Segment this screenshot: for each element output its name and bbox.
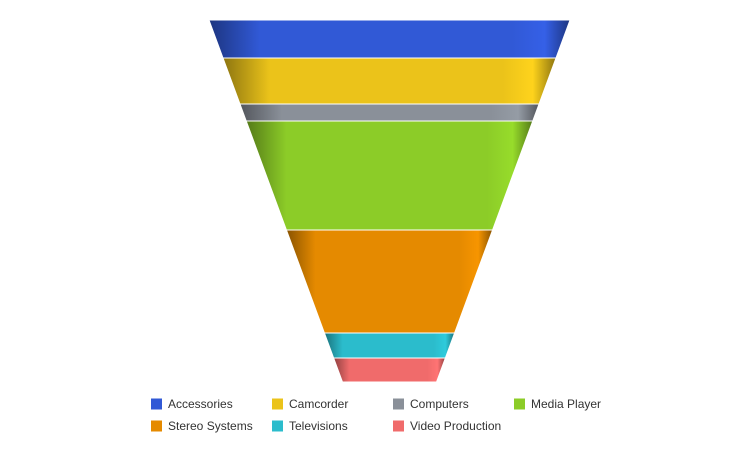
legend-label: Video Production <box>410 419 501 433</box>
funnel-segment <box>208 19 571 59</box>
legend-swatch <box>393 398 404 410</box>
funnel-segment <box>332 357 447 383</box>
funnel-segment <box>285 229 494 334</box>
funnel-segment <box>323 332 456 359</box>
legend-label: Stereo Systems <box>168 419 253 433</box>
legend-label: Televisions <box>289 419 348 433</box>
legend-swatch <box>393 420 404 432</box>
legend-label: Accessories <box>168 397 233 411</box>
legend-label: Media Player <box>531 397 601 411</box>
funnel-segment <box>239 103 540 122</box>
legend-label: Camcorder <box>289 397 348 411</box>
legend-swatch <box>272 420 283 432</box>
legend-label: Computers <box>410 397 469 411</box>
legend-swatch <box>272 398 283 410</box>
funnel-segment <box>222 57 557 105</box>
legend-swatch <box>514 398 525 410</box>
funnel-segment <box>245 120 534 231</box>
legend-swatch <box>151 398 162 410</box>
legend-swatch <box>151 420 162 432</box>
